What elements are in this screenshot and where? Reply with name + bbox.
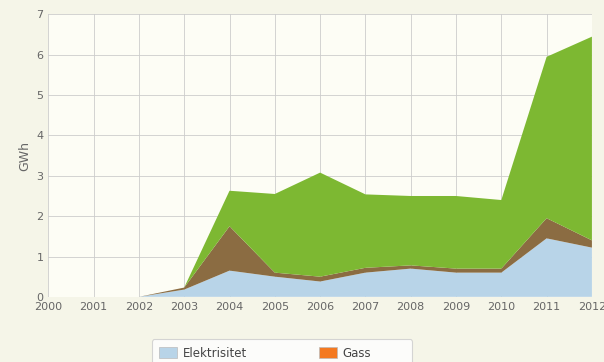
Legend: Elektrisitet, Petroleumsprodukter, Gass, Biobrensel: Elektrisitet, Petroleumsprodukter, Gass,…: [152, 340, 412, 362]
Y-axis label: GWh: GWh: [18, 141, 31, 171]
